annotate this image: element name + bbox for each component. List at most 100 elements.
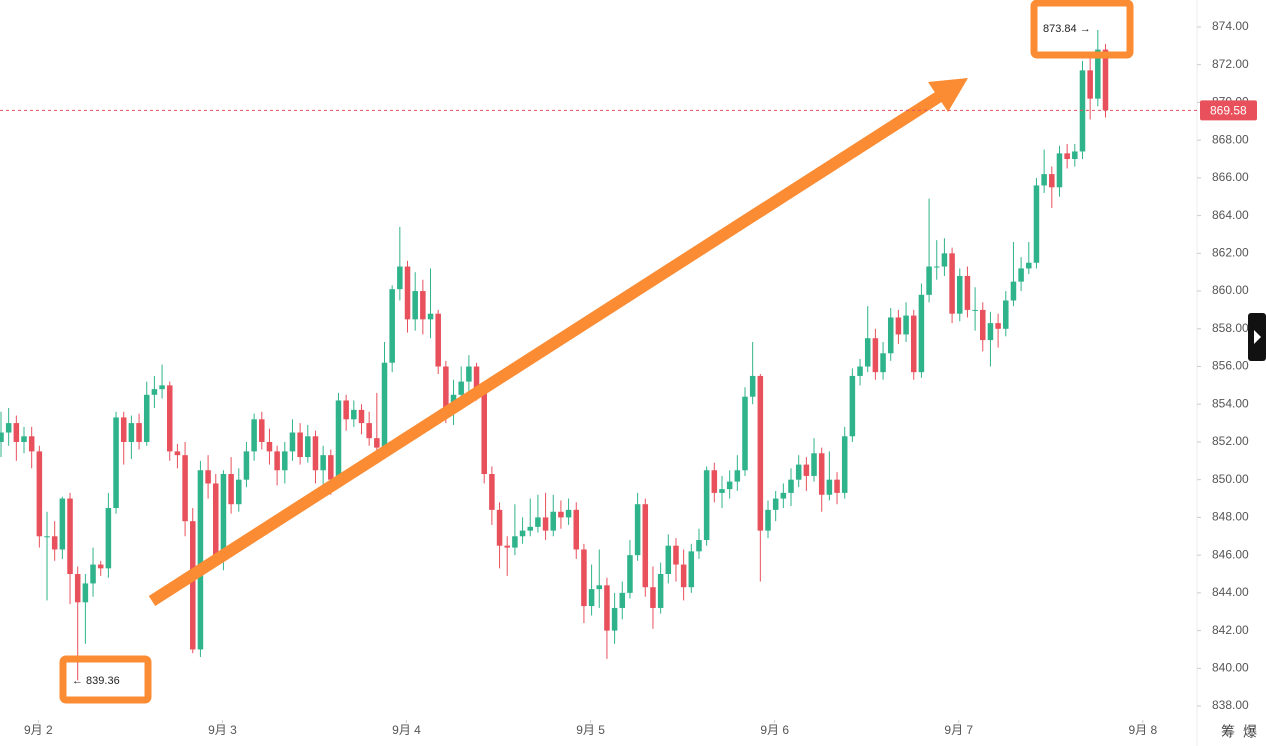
candle-body (1018, 268, 1024, 282)
candle-body (28, 436, 35, 452)
candle-body (320, 455, 326, 471)
candle-body (36, 451, 43, 537)
y-tick-label: 844.00 (1212, 585, 1249, 599)
y-tick-label: 860.00 (1212, 283, 1249, 297)
candle-body (542, 517, 549, 531)
candle-body (903, 315, 909, 335)
candle-body (949, 253, 955, 314)
candle-body (1102, 49, 1109, 111)
candle-body (573, 509, 580, 550)
y-tick-label: 862.00 (1212, 246, 1249, 260)
candle-body (189, 521, 196, 650)
side-button[interactable]: 爆 (1243, 724, 1257, 740)
x-tick-label: 9月 6 (760, 723, 789, 737)
candle-body (772, 498, 779, 510)
side-tab-icon (1254, 330, 1261, 344)
candle-body (550, 511, 557, 531)
candle-body (688, 551, 695, 588)
candle-body (933, 266, 940, 268)
side-button[interactable]: 筹 (1221, 724, 1235, 740)
candle-body (811, 453, 817, 476)
candle-body (228, 474, 234, 505)
candle-body (496, 509, 503, 546)
candle-body (136, 423, 142, 442)
candle-body (374, 438, 380, 448)
candle-body (504, 545, 510, 548)
x-tick-label: 9月 2 (24, 723, 53, 737)
candle-body (366, 423, 372, 439)
candle-body (220, 474, 227, 556)
candle-body (642, 504, 649, 588)
candle-body (427, 313, 434, 320)
candle-body (834, 479, 840, 493)
candle-body (826, 479, 833, 495)
candle-body (328, 455, 334, 480)
candle-body (964, 275, 971, 310)
x-tick-label: 9月 7 (944, 723, 973, 737)
candle-body (864, 338, 871, 367)
candle-body (282, 451, 288, 471)
y-tick-label: 848.00 (1212, 510, 1249, 524)
candle-body (535, 517, 541, 527)
candle-body (151, 389, 158, 395)
candle-body (74, 574, 81, 603)
y-tick-label: 874.00 (1212, 19, 1249, 33)
candle-body (841, 436, 848, 493)
candle-body (489, 474, 495, 510)
candle-body (381, 362, 388, 448)
candle-body (404, 266, 411, 320)
candle-body (289, 432, 296, 452)
candle-body (665, 545, 672, 575)
high-label: 873.84 → (1043, 23, 1091, 35)
candle-body (1026, 262, 1032, 269)
candle-body (128, 423, 135, 442)
candle-body (458, 381, 464, 395)
candle-body (182, 455, 188, 522)
candle-body (941, 253, 948, 267)
candle-body (611, 607, 618, 631)
candle-body (174, 451, 181, 456)
candle-body (926, 266, 932, 295)
candle-body (0, 432, 4, 442)
y-tick-label: 868.00 (1212, 132, 1249, 146)
candle-body (312, 436, 319, 471)
candle-body (335, 400, 342, 480)
candle-body (634, 504, 641, 556)
candle-body (765, 509, 771, 531)
candle-body (880, 353, 886, 373)
y-tick-label: 866.00 (1212, 170, 1249, 184)
candle-body (726, 481, 733, 490)
candle-body (604, 585, 610, 631)
candle-body (82, 583, 89, 603)
candle-body (627, 555, 633, 593)
candle-body (818, 453, 825, 495)
candle-body (5, 423, 12, 433)
y-tick-label: 846.00 (1212, 547, 1249, 561)
candle-body (21, 436, 27, 442)
candle-body (266, 441, 273, 452)
candle-body (527, 526, 533, 531)
candle-body (1033, 185, 1040, 263)
candle-body (197, 470, 204, 650)
candle-body (1079, 70, 1086, 152)
candle-body (67, 498, 73, 575)
candle-body (512, 536, 518, 548)
candle-body (872, 338, 879, 373)
candle-body (857, 366, 863, 376)
candle-body (236, 479, 242, 505)
x-tick-label: 9月 4 (392, 723, 421, 737)
candle-body (849, 375, 856, 437)
candle-body (274, 451, 280, 471)
candle-body (558, 511, 564, 518)
candle-body (1095, 49, 1101, 99)
candle-body (1049, 174, 1055, 188)
candle-body (895, 317, 902, 335)
candle-body (166, 385, 173, 452)
x-tick-label: 9月 5 (576, 723, 605, 737)
candle-body (734, 470, 741, 482)
candle-body (51, 536, 58, 550)
candle-body (696, 540, 702, 552)
candle-body (519, 530, 526, 537)
y-tick-label: 872.00 (1212, 57, 1249, 71)
candle-body (90, 564, 96, 584)
